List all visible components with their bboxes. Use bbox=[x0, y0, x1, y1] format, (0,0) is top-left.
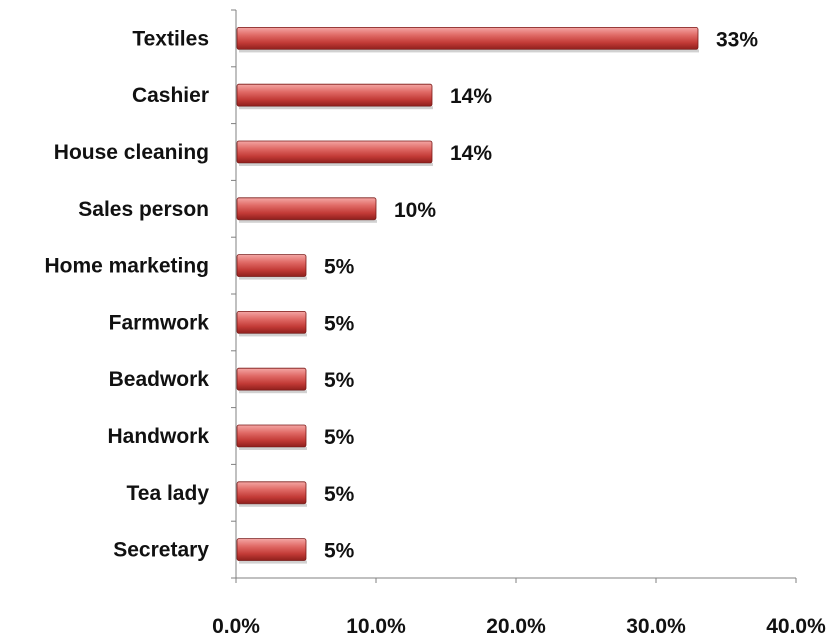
bar-shadow bbox=[239, 49, 699, 53]
bar bbox=[236, 310, 307, 334]
bar-shadow bbox=[239, 447, 307, 450]
bar bbox=[236, 26, 699, 50]
data-label: 5% bbox=[324, 483, 355, 506]
bar-shadow bbox=[239, 163, 433, 166]
bar bbox=[236, 83, 433, 107]
bar bbox=[236, 481, 307, 505]
data-label: 14% bbox=[450, 85, 492, 108]
x-tick-label: 40.0% bbox=[766, 615, 826, 638]
bar bbox=[236, 197, 377, 221]
bar bbox=[236, 424, 307, 448]
labels: 0.0% 10.0% 20.0% 30.0% 40.0% Textiles 33% Cashi… bbox=[44, 27, 826, 638]
category-label: Farmwork bbox=[109, 311, 210, 334]
bar bbox=[236, 254, 307, 278]
category-label: Secretary bbox=[113, 539, 209, 562]
category-label: Beadwork bbox=[109, 368, 210, 391]
x-tick-label: 10.0% bbox=[346, 615, 406, 638]
bar-shadow bbox=[239, 503, 307, 507]
bar-shadow bbox=[239, 219, 377, 223]
x-tick-label: 30.0% bbox=[626, 615, 686, 638]
x-tick-label: 0.0% bbox=[212, 615, 260, 638]
x-tick-label: 20.0% bbox=[486, 615, 546, 638]
category-label: Cashier bbox=[132, 84, 209, 107]
category-label: Textiles bbox=[132, 27, 209, 50]
category-label: Handwork bbox=[107, 425, 209, 448]
bar-shadow bbox=[239, 333, 307, 337]
bars bbox=[236, 26, 699, 564]
category-label: Home marketing bbox=[44, 255, 209, 278]
data-label: 5% bbox=[324, 256, 355, 279]
bar-shadow bbox=[239, 560, 307, 564]
data-label: 5% bbox=[324, 426, 355, 449]
category-label: House cleaning bbox=[54, 141, 209, 164]
data-label: 5% bbox=[324, 369, 355, 392]
data-label: 14% bbox=[450, 142, 492, 165]
data-label: 10% bbox=[394, 199, 436, 222]
bar-shadow bbox=[239, 390, 307, 394]
category-label: Tea lady bbox=[127, 482, 210, 505]
category-label: Sales person bbox=[78, 198, 209, 221]
bar bbox=[236, 140, 433, 164]
axes bbox=[231, 9, 797, 583]
bar-shadow bbox=[239, 106, 433, 110]
bar bbox=[236, 538, 307, 561]
bar-shadow bbox=[239, 276, 307, 280]
data-label: 33% bbox=[716, 28, 758, 51]
data-label: 5% bbox=[324, 312, 355, 335]
bar bbox=[236, 367, 307, 391]
data-label: 5% bbox=[324, 540, 355, 563]
